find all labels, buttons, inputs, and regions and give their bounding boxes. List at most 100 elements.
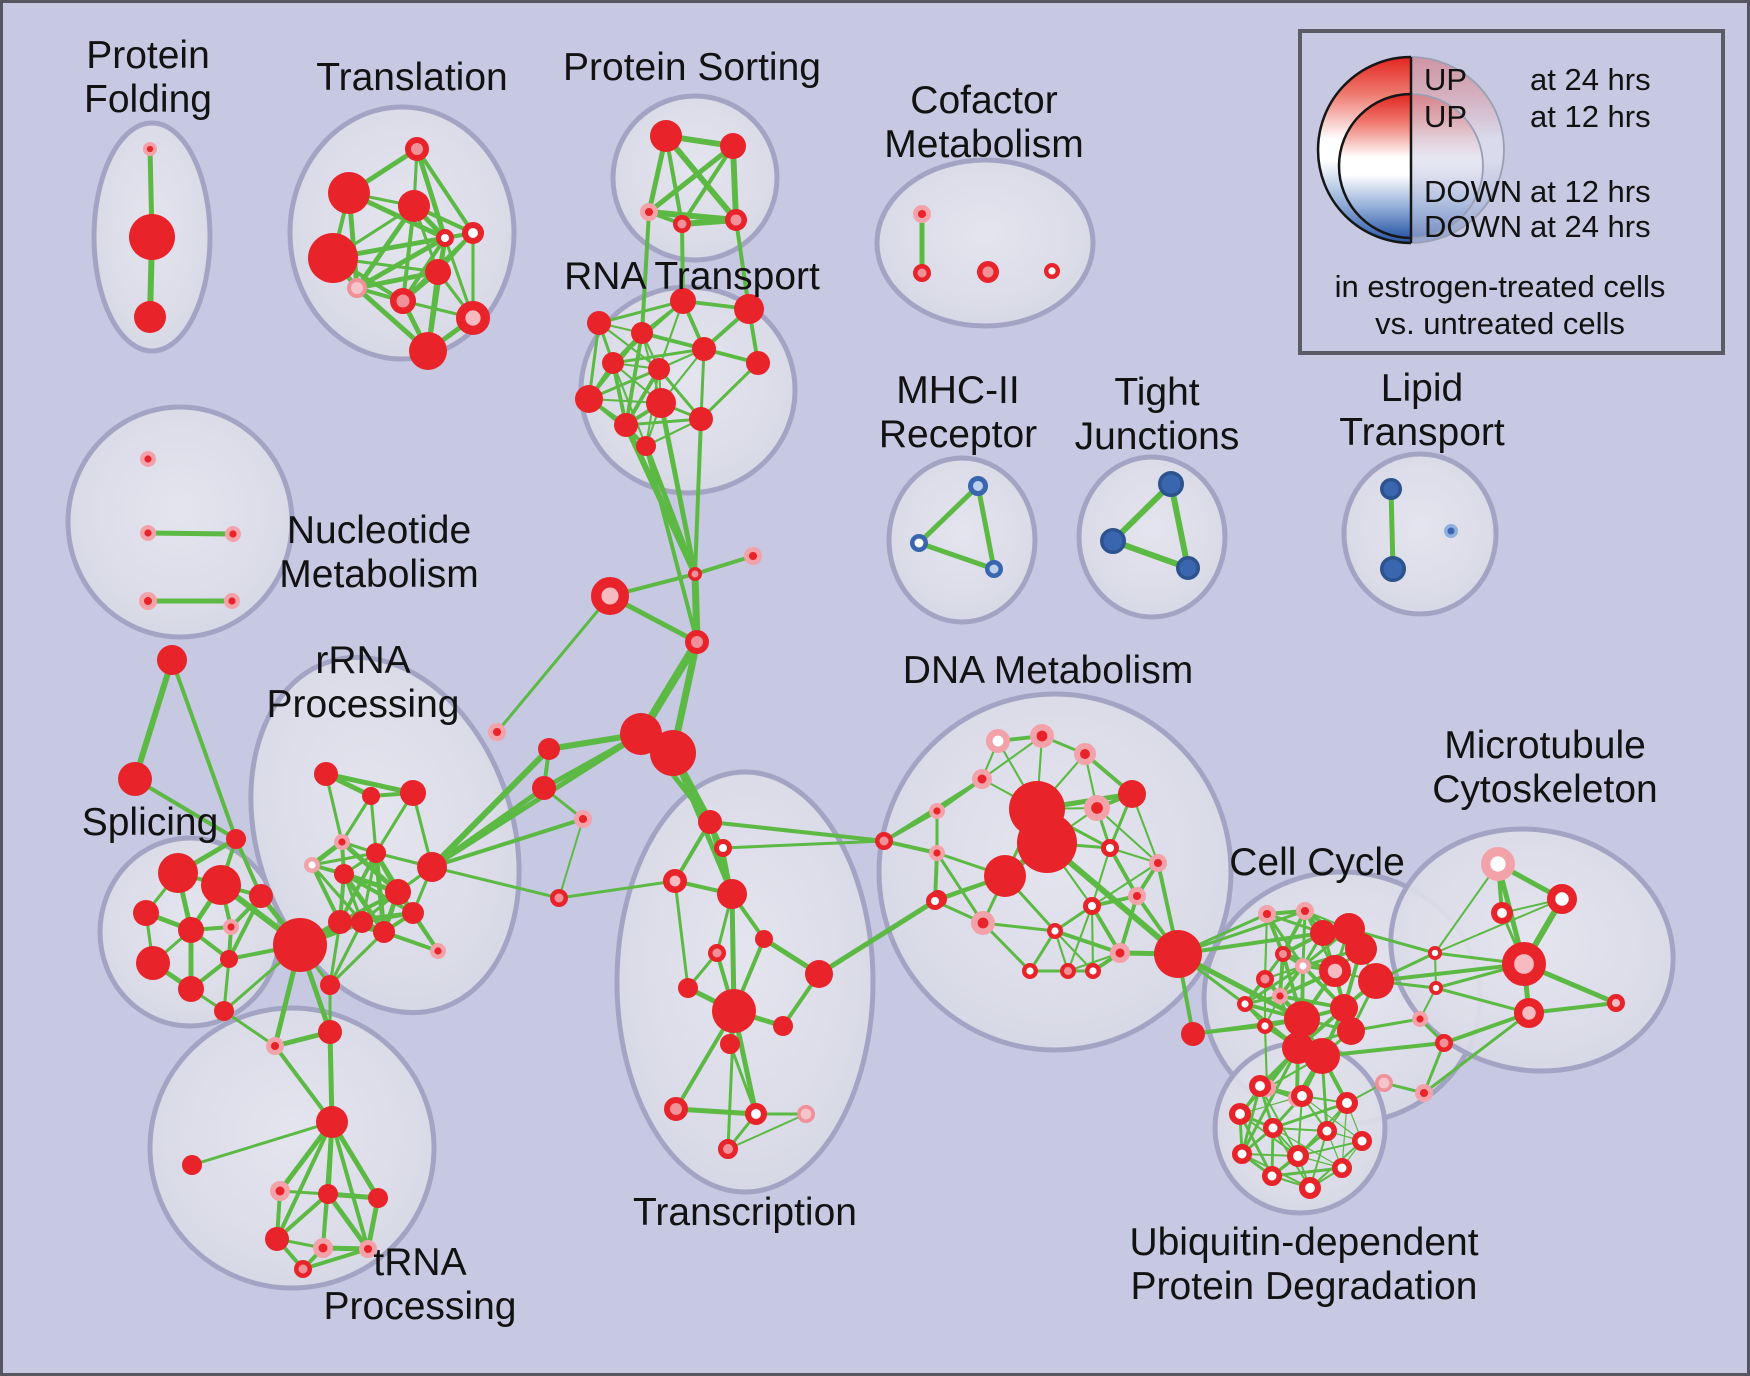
- network-edge: [1270, 1166, 1344, 1178]
- network-node: [129, 214, 175, 260]
- network-node: [650, 730, 696, 776]
- network-edge: [190, 1120, 334, 1167]
- network-node: [910, 534, 928, 552]
- network-node: [1299, 1177, 1322, 1200]
- network-node: [650, 120, 682, 152]
- legend-time-24a: at 24 hrs: [1530, 62, 1651, 97]
- network-node: [1375, 1074, 1394, 1093]
- network-node: [1606, 993, 1625, 1012]
- network-node: [984, 855, 1026, 897]
- cluster-label-nucleotide: Nucleotide: [287, 509, 471, 552]
- network-edge: [170, 658, 238, 841]
- network-node: [304, 857, 321, 874]
- network-node: [685, 630, 709, 654]
- network-edge: [414, 146, 448, 241]
- cluster-label-microtubule: Cytoskeleton: [1432, 768, 1657, 811]
- network-node: [1110, 943, 1130, 963]
- network-edge: [1095, 806, 1160, 865]
- network-node: [1127, 886, 1146, 905]
- network-edge: [882, 839, 939, 855]
- network-edge: [222, 1009, 277, 1048]
- network-node: [265, 1227, 289, 1251]
- network-node: [912, 205, 931, 224]
- network-node: [425, 259, 451, 285]
- network-node: [417, 852, 447, 882]
- network-node: [1232, 1144, 1252, 1164]
- network-node: [1262, 1166, 1282, 1186]
- network-edge: [679, 143, 736, 227]
- network-node: [178, 917, 204, 943]
- cluster-label-nucleotide: Metabolism: [279, 553, 478, 596]
- network-node: [328, 172, 370, 214]
- network-node: [400, 780, 426, 806]
- network-edge: [557, 879, 677, 900]
- network-node: [929, 803, 946, 820]
- cluster-label-dna: DNA Metabolism: [903, 649, 1193, 692]
- cluster-label-protein_folding: Folding: [84, 78, 212, 121]
- legend-time-24b: at 24 hrs: [1530, 209, 1651, 244]
- legend-time-12a: at 12 hrs: [1530, 99, 1651, 134]
- legend-outline-inner-right: [1410, 93, 1484, 239]
- network-edge: [673, 1106, 759, 1117]
- cluster-ellipse-cofactor: [874, 157, 1096, 329]
- network-edge: [693, 554, 755, 576]
- network-node: [968, 476, 988, 496]
- network-node: [698, 810, 722, 834]
- network-node: [1284, 1001, 1320, 1037]
- network-node: [970, 910, 995, 935]
- network-node: [720, 1034, 740, 1054]
- network-node: [717, 879, 747, 909]
- network-node: [318, 1020, 342, 1044]
- network-node: [1304, 1038, 1340, 1074]
- network-edge: [330, 1120, 370, 1251]
- network-node: [1414, 1083, 1433, 1102]
- network-node: [796, 1105, 815, 1124]
- network-edge: [1191, 1024, 1267, 1036]
- network-node: [222, 919, 239, 936]
- network-node: [1352, 1131, 1372, 1151]
- network-node: [1158, 471, 1184, 497]
- network-node: [1411, 1011, 1428, 1028]
- network-node: [708, 944, 726, 962]
- network-node: [139, 525, 156, 542]
- network-edge: [1090, 904, 1095, 973]
- network-edge: [1090, 861, 1160, 908]
- network-edge: [699, 361, 760, 421]
- network-node: [1380, 478, 1402, 500]
- network-edge: [1442, 1011, 1531, 1045]
- network-node: [1249, 1075, 1272, 1098]
- network-node: [334, 834, 351, 851]
- cluster-label-ubiquitin: Protein Degradation: [1131, 1265, 1478, 1308]
- cluster-label-ubiquitin: Ubiquitin-dependent: [1129, 1221, 1478, 1264]
- network-node: [1256, 970, 1274, 988]
- network-node: [405, 137, 429, 161]
- network-edge: [975, 483, 997, 572]
- network-node: [390, 288, 416, 314]
- network-node: [734, 294, 764, 324]
- network-edge: [301, 1247, 370, 1271]
- network-node: [270, 1181, 290, 1201]
- network-node: [320, 975, 340, 995]
- network-node: [550, 889, 568, 907]
- network-node: [430, 943, 447, 960]
- cluster-label-cofactor: Metabolism: [884, 123, 1083, 166]
- network-node: [1429, 980, 1444, 995]
- network-edge: [133, 777, 238, 841]
- legend-dir-dn12: DOWN: [1424, 174, 1522, 209]
- network-node: [575, 385, 603, 413]
- network-edge: [310, 863, 364, 924]
- network-edge: [1168, 481, 1191, 571]
- network-node: [1176, 556, 1200, 580]
- network-node: [1236, 996, 1253, 1013]
- network-edge: [658, 400, 698, 577]
- network-node: [1100, 528, 1126, 554]
- network-edge: [429, 731, 644, 870]
- network-edge: [310, 851, 378, 867]
- cluster-label-lipid: Transport: [1339, 411, 1505, 454]
- network-node: [118, 762, 152, 796]
- network-node: [436, 229, 455, 248]
- network-node: [646, 388, 676, 418]
- network-node: [712, 989, 756, 1033]
